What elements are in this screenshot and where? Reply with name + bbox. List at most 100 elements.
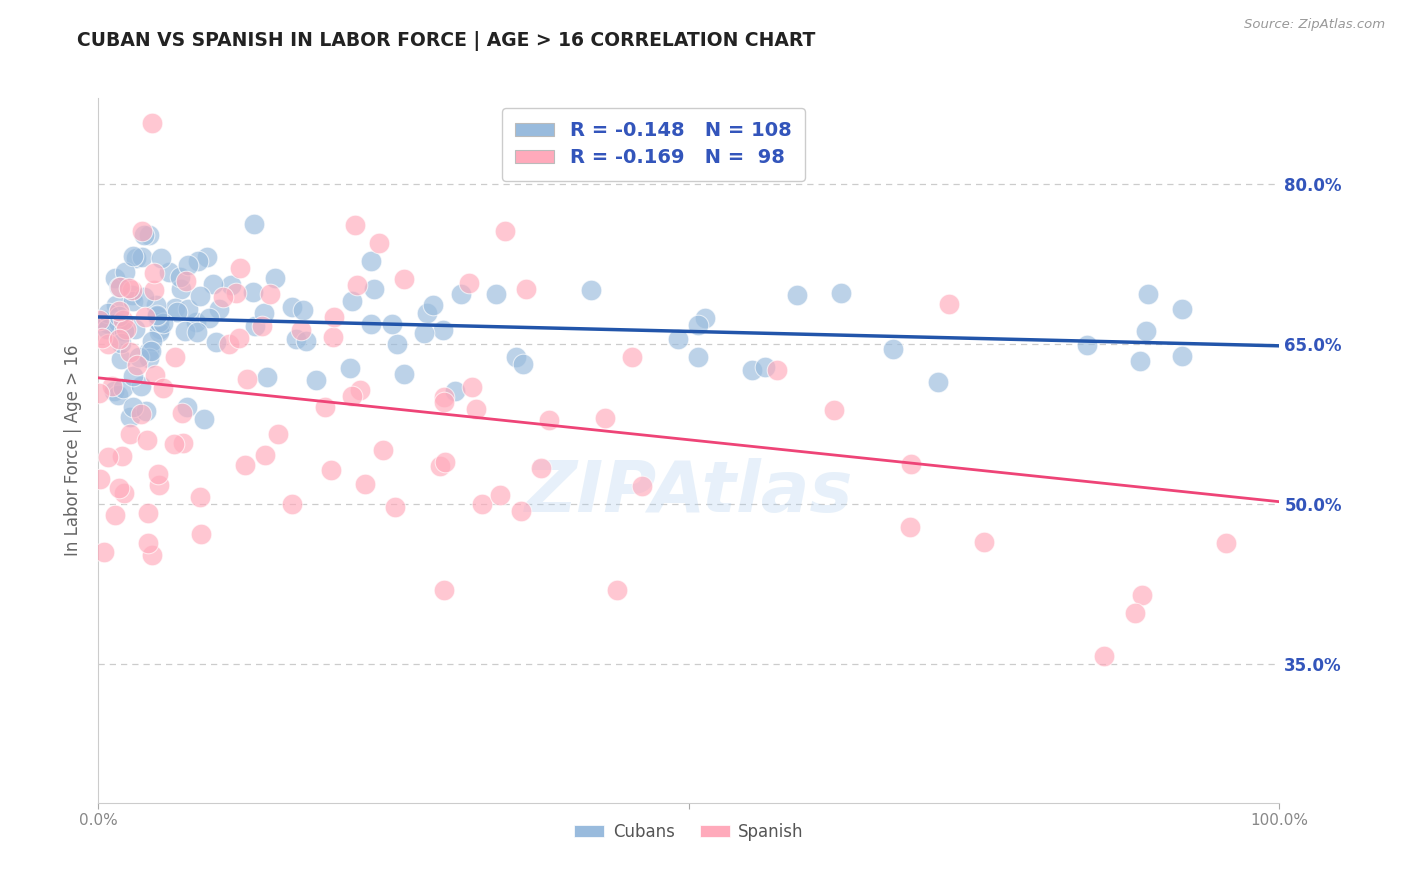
Point (186, 325, 208, 339)
Point (786, 287, 808, 301)
Point (208, 301, 231, 316)
Point (148, 477, 170, 491)
Point (104, 298, 127, 312)
Point (186, 315, 208, 329)
Point (512, 357, 534, 371)
Point (1076, 337, 1098, 351)
Point (432, 323, 454, 337)
Point (146, 467, 169, 481)
Point (131, 224, 153, 238)
Point (142, 283, 165, 297)
Point (433, 582, 456, 597)
Point (108, 310, 131, 324)
Point (579, 283, 602, 297)
Point (484, 286, 506, 301)
Point (141, 116, 163, 130)
Point (111, 449, 134, 463)
Point (537, 413, 560, 427)
Point (343, 219, 366, 233)
Point (450, 286, 472, 301)
Point (169, 270, 191, 285)
Point (176, 302, 198, 317)
Point (1136, 286, 1159, 301)
Point (256, 369, 278, 384)
Point (349, 384, 371, 398)
Point (143, 368, 166, 382)
Point (416, 306, 439, 320)
Point (103, 384, 125, 398)
Point (458, 276, 481, 290)
Point (243, 319, 266, 334)
Point (129, 378, 152, 392)
Point (172, 435, 194, 450)
Point (93, 544, 115, 558)
Point (686, 318, 709, 332)
Point (118, 281, 141, 295)
Point (143, 266, 166, 280)
Point (367, 236, 389, 251)
Point (392, 368, 415, 382)
Point (204, 334, 226, 349)
Point (122, 369, 145, 384)
Point (122, 294, 145, 309)
Point (198, 310, 221, 325)
Point (148, 326, 170, 340)
Point (1129, 353, 1152, 368)
Point (146, 309, 169, 323)
Point (219, 277, 242, 292)
Point (250, 319, 273, 334)
Point (165, 301, 187, 316)
Point (195, 250, 218, 264)
Point (115, 322, 138, 336)
Point (176, 401, 198, 415)
Point (285, 333, 308, 347)
Point (360, 253, 382, 268)
Point (122, 400, 145, 414)
Point (128, 351, 150, 365)
Point (229, 261, 252, 276)
Point (190, 289, 212, 303)
Point (281, 300, 304, 314)
Point (688, 350, 710, 364)
Point (353, 477, 375, 491)
Point (110, 335, 132, 350)
Point (108, 332, 131, 346)
Point (121, 287, 143, 301)
Point (120, 426, 142, 441)
Point (138, 506, 160, 520)
Point (422, 298, 444, 312)
Point (193, 412, 215, 426)
Point (280, 497, 302, 511)
Point (433, 454, 456, 468)
Point (114, 265, 136, 279)
Point (488, 488, 510, 502)
Point (111, 313, 134, 327)
Point (830, 286, 852, 301)
Point (471, 497, 494, 511)
Legend: Cubans, Spanish: Cubans, Spanish (568, 816, 810, 847)
Point (124, 322, 146, 336)
Point (412, 326, 434, 340)
Point (1135, 324, 1157, 338)
Point (938, 297, 960, 311)
Point (346, 277, 368, 292)
Point (177, 258, 200, 272)
Point (505, 350, 527, 364)
Point (111, 381, 134, 395)
Point (125, 251, 148, 265)
Point (461, 380, 484, 394)
Point (510, 504, 533, 518)
Point (433, 395, 456, 409)
Point (148, 314, 170, 328)
Point (631, 478, 654, 492)
Point (322, 330, 344, 344)
Point (363, 282, 385, 296)
Point (97, 305, 120, 319)
Point (188, 490, 211, 504)
Point (96, 316, 118, 330)
Text: Source: ZipAtlas.com: Source: ZipAtlas.com (1244, 18, 1385, 31)
Point (146, 308, 169, 322)
Point (882, 342, 904, 356)
Point (97, 450, 120, 464)
Point (927, 375, 949, 389)
